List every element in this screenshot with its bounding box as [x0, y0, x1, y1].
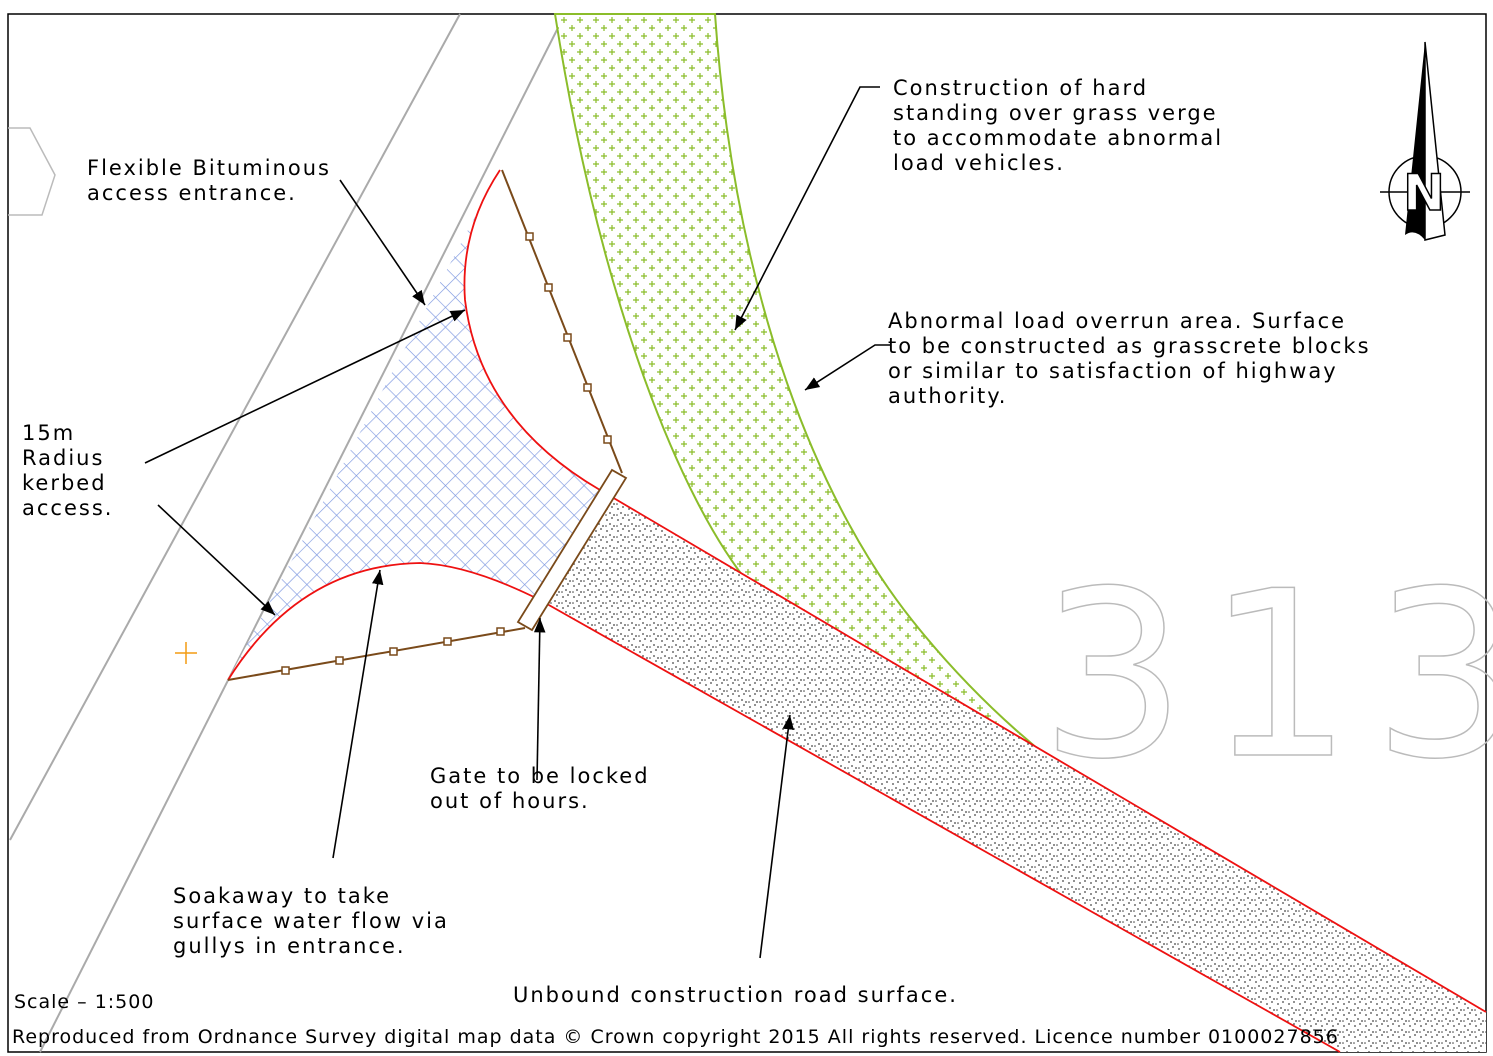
annotation-line: Soakaway to take	[173, 884, 391, 908]
annotation-line: out of hours.	[430, 789, 590, 813]
annotation-line: surface water flow via	[173, 909, 449, 933]
annotation-line: gullys in entrance.	[173, 934, 406, 958]
north-arrow: N	[1380, 42, 1470, 240]
annotation-line: to accommodate abnormal	[893, 126, 1223, 150]
annotation-line: to be constructed as grasscrete blocks	[888, 334, 1371, 358]
annotation-line: authority.	[888, 384, 1007, 408]
annotation-line: Abnormal load overrun area. Surface	[888, 309, 1346, 333]
scale: Scale – 1:500	[14, 991, 154, 1013]
annotation-line: load vehicles.	[893, 151, 1065, 175]
annotation-line: Flexible Bituminous	[87, 156, 331, 180]
north-label: N	[1403, 164, 1447, 222]
annotation-line: access entrance.	[87, 181, 297, 205]
annotation-line: Unbound construction road surface.	[513, 983, 958, 1007]
annotation-line: kerbed	[22, 471, 107, 495]
drawing: 313 N Scale – 1:500 Reproduced from Ordn…	[0, 0, 1493, 1056]
annotation-line: standing over grass verge	[893, 101, 1218, 125]
annotation-line: Gate to be locked	[430, 764, 650, 788]
annotation-line: Radius	[22, 446, 104, 470]
annotation-line: or similar to satisfaction of highway	[888, 359, 1338, 383]
road-number: 313	[1040, 543, 1493, 810]
annotation-line: Construction of hard	[893, 76, 1148, 100]
annotation-line: access.	[22, 496, 113, 520]
footer: Reproduced from Ordnance Survey digital …	[12, 1026, 1339, 1048]
annotation-line: 15m	[22, 421, 75, 445]
